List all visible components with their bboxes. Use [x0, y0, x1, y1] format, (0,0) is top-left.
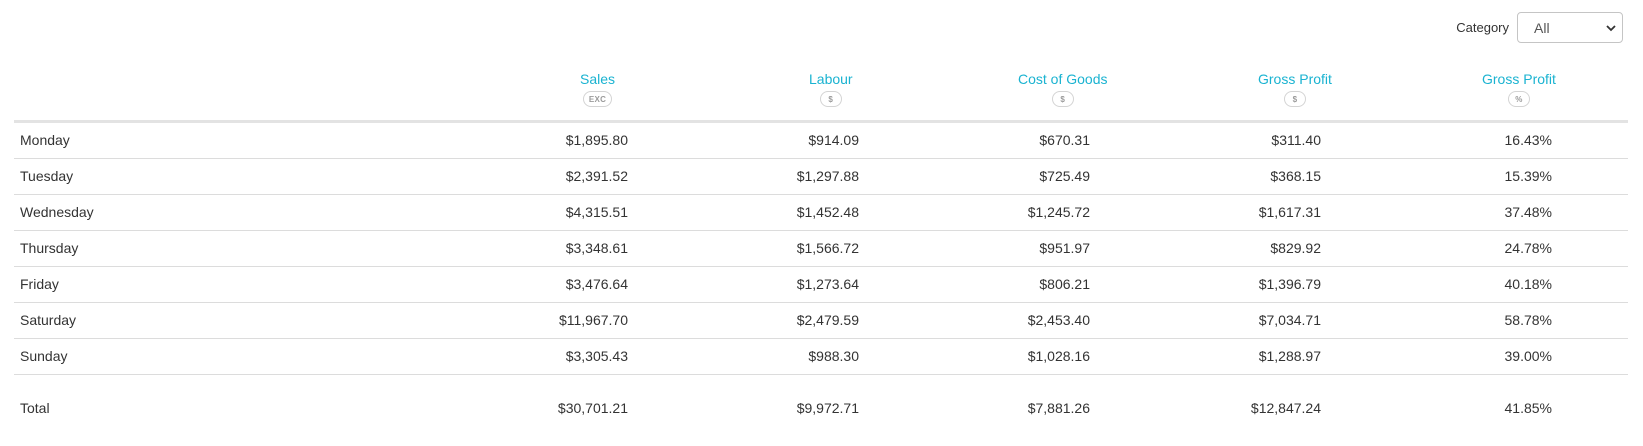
cogs-cell: $1,245.72	[1027, 204, 1090, 220]
category-select-value: All	[1534, 19, 1550, 36]
column-title: Gross Profit	[1482, 71, 1556, 87]
unit-badge: $	[819, 91, 842, 107]
total-cogs-cell: $7,881.26	[1027, 400, 1090, 416]
labour-cell: $1,273.64	[796, 276, 859, 292]
gross-profit-percent-cell: 15.39%	[1504, 168, 1552, 184]
gross-profit-cell: $7,034.71	[1258, 312, 1321, 328]
unit-badge: EXC	[582, 91, 613, 107]
gross-profit-cell: $1,288.97	[1258, 348, 1321, 364]
unit-badge: %	[1507, 91, 1530, 107]
day-cell: Tuesday	[20, 168, 74, 184]
total-labour-cell: $9,972.71	[796, 400, 859, 416]
labour-cell: $914.09	[808, 132, 859, 148]
gross-profit-percent-cell: 39.00%	[1504, 348, 1552, 364]
column-title: Sales	[580, 71, 616, 87]
labour-cell: $1,297.88	[796, 168, 859, 184]
labour-cell: $1,452.48	[796, 204, 859, 220]
sales-cell: $3,305.43	[565, 348, 628, 364]
gross-profit-cell: $1,617.31	[1258, 204, 1321, 220]
cogs-cell: $725.49	[1039, 168, 1090, 184]
day-cell: Thursday	[20, 240, 79, 256]
cogs-cell: $2,453.40	[1027, 312, 1090, 328]
column-header-sales[interactable]: Sales EXC	[580, 70, 615, 107]
daily-summary-table: Sales EXC Labour $ Cost of Goods $ Gross…	[14, 64, 1628, 441]
day-cell: Friday	[20, 276, 59, 292]
column-header-cost-of-goods[interactable]: Cost of Goods $	[1018, 70, 1108, 107]
column-header-gross-profit-percent[interactable]: Gross Profit %	[1482, 70, 1556, 107]
category-filter: Category All	[1456, 12, 1623, 43]
column-title: Gross Profit	[1258, 71, 1332, 87]
table-row: Saturday $11,967.70 $2,479.59 $2,453.40 …	[14, 303, 1628, 339]
total-row: Total $30,701.21 $9,972.71 $7,881.26 $12…	[14, 375, 1628, 441]
column-header-labour[interactable]: Labour $	[809, 70, 853, 107]
sales-cell: $2,391.52	[565, 168, 628, 184]
table-row: Wednesday $4,315.51 $1,452.48 $1,245.72 …	[14, 195, 1628, 231]
cogs-cell: $1,028.16	[1027, 348, 1090, 364]
day-cell: Monday	[20, 132, 70, 148]
day-cell: Wednesday	[20, 204, 94, 220]
gross-profit-cell: $1,396.79	[1258, 276, 1321, 292]
day-cell: Saturday	[20, 312, 77, 328]
gross-profit-percent-cell: 24.78%	[1504, 240, 1552, 256]
gross-profit-percent-cell: 16.43%	[1504, 132, 1552, 148]
total-sales-cell: $30,701.21	[557, 400, 628, 416]
day-cell: Sunday	[20, 348, 68, 364]
gross-profit-percent-cell: 37.48%	[1504, 204, 1552, 220]
cogs-cell: $806.21	[1039, 276, 1090, 292]
table-row: Sunday $3,305.43 $988.30 $1,028.16 $1,28…	[14, 339, 1628, 375]
category-label: Category	[1456, 20, 1509, 35]
sales-cell: $1,895.80	[565, 132, 628, 148]
total-label: Total	[20, 400, 50, 416]
labour-cell: $988.30	[808, 348, 859, 364]
table-row: Tuesday $2,391.52 $1,297.88 $725.49 $368…	[14, 159, 1628, 195]
gross-profit-cell: $311.40	[1271, 132, 1321, 148]
table-row: Thursday $3,348.61 $1,566.72 $951.97 $82…	[14, 231, 1628, 267]
chevron-down-icon	[1606, 24, 1616, 32]
cogs-cell: $670.31	[1039, 132, 1090, 148]
gross-profit-cell: $829.92	[1270, 240, 1321, 256]
column-title: Cost of Goods	[1018, 71, 1108, 87]
total-gross-profit-cell: $12,847.24	[1250, 400, 1321, 416]
unit-badge: $	[1283, 91, 1306, 107]
sales-cell: $3,476.64	[565, 276, 628, 292]
labour-cell: $1,566.72	[796, 240, 859, 256]
labour-cell: $2,479.59	[796, 312, 859, 328]
gross-profit-cell: $368.15	[1270, 168, 1321, 184]
gross-profit-percent-cell: 40.18%	[1504, 276, 1552, 292]
cogs-cell: $951.97	[1039, 240, 1090, 256]
sales-cell: $4,315.51	[565, 204, 628, 220]
gross-profit-percent-cell: 58.78%	[1504, 312, 1552, 328]
sales-cell: $11,967.70	[558, 312, 628, 328]
table-row: Friday $3,476.64 $1,273.64 $806.21 $1,39…	[14, 267, 1628, 303]
column-title: Labour	[809, 71, 853, 87]
sales-cell: $3,348.61	[565, 240, 628, 256]
table-row: Monday $1,895.80 $914.09 $670.31 $311.40…	[14, 123, 1628, 159]
category-select[interactable]: All	[1517, 12, 1623, 43]
unit-badge: $	[1051, 91, 1074, 107]
column-header-gross-profit[interactable]: Gross Profit $	[1258, 70, 1332, 107]
table-header: Sales EXC Labour $ Cost of Goods $ Gross…	[14, 64, 1628, 123]
total-gross-profit-percent-cell: 41.85%	[1504, 400, 1552, 416]
